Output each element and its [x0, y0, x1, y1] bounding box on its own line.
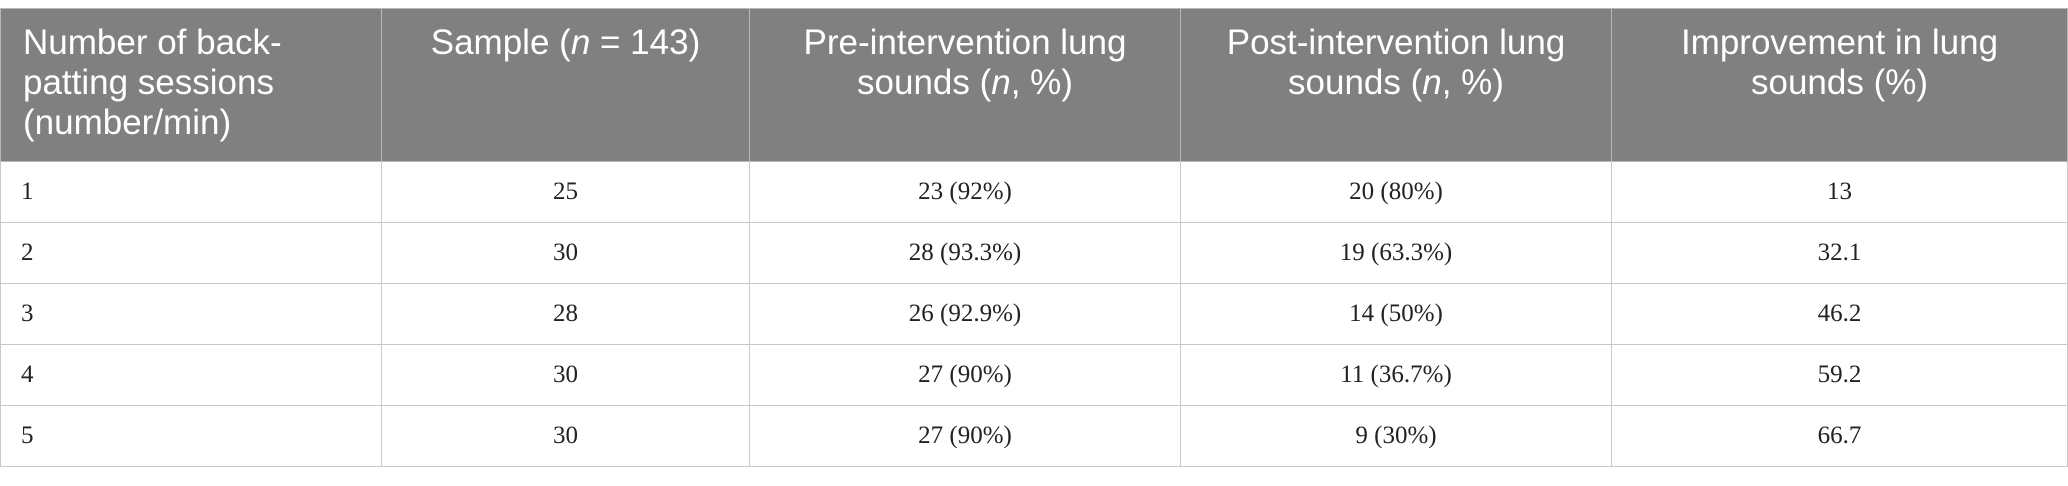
cell-sample: 28	[381, 283, 750, 345]
header-sample-count: = 143)	[590, 23, 701, 62]
table-body: 1 25 23 (92%) 20 (80%) 13 2 30 28 (93.3%…	[0, 161, 2068, 467]
table-header: Number of back-patting sessions (number/…	[0, 8, 2068, 162]
cell-sessions: 3	[0, 283, 382, 345]
header-post-text: Post-intervention lung sounds (	[1226, 23, 1566, 102]
header-post-unit: , %)	[1441, 63, 1504, 102]
cell-post: 11 (36.7%)	[1180, 344, 1612, 406]
cell-sample: 30	[381, 222, 750, 284]
table-row: 5 30 27 (90%) 9 (30%) 66.7	[0, 405, 2068, 467]
cell-sessions: 1	[0, 161, 382, 223]
cell-improvement: 46.2	[1611, 283, 2068, 345]
table-row: 2 30 28 (93.3%) 19 (63.3%) 32.1	[0, 222, 2068, 284]
table-row: 3 28 26 (92.9%) 14 (50%) 46.2	[0, 283, 2068, 345]
cell-sessions: 5	[0, 405, 382, 467]
cell-pre: 28 (93.3%)	[749, 222, 1181, 284]
header-pre-n: n	[991, 63, 1011, 102]
header-post-intervention: Post-intervention lung sounds (n, %)	[1180, 8, 1612, 162]
cell-pre: 23 (92%)	[749, 161, 1181, 223]
cell-post: 14 (50%)	[1180, 283, 1612, 345]
table-row: 1 25 23 (92%) 20 (80%) 13	[0, 161, 2068, 223]
cell-post: 19 (63.3%)	[1180, 222, 1612, 284]
data-table-container: Number of back-patting sessions (number/…	[0, 8, 2068, 467]
header-sample: Sample (n = 143)	[381, 8, 750, 162]
table-row: 4 30 27 (90%) 11 (36.7%) 59.2	[0, 344, 2068, 406]
cell-sample: 30	[381, 405, 750, 467]
cell-improvement: 59.2	[1611, 344, 2068, 406]
header-post-n: n	[1422, 63, 1442, 102]
cell-improvement: 13	[1611, 161, 2068, 223]
header-sessions-label: Number of back-patting sessions (number/…	[23, 23, 282, 142]
cell-sessions: 4	[0, 344, 382, 406]
cell-improvement: 66.7	[1611, 405, 2068, 467]
header-improvement: Improvement in lung sounds (%)	[1611, 8, 2068, 162]
cell-pre: 27 (90%)	[749, 344, 1181, 406]
header-pre-text: Pre-intervention lung sounds (	[803, 23, 1127, 102]
cell-post: 9 (30%)	[1180, 405, 1612, 467]
cell-post: 20 (80%)	[1180, 161, 1612, 223]
cell-sessions: 2	[0, 222, 382, 284]
lung-sounds-table: Number of back-patting sessions (number/…	[0, 8, 2068, 467]
header-sample-n: n	[570, 23, 591, 62]
cell-pre: 27 (90%)	[749, 405, 1181, 467]
cell-pre: 26 (92.9%)	[749, 283, 1181, 345]
cell-sample: 30	[381, 344, 750, 406]
header-improvement-label: Improvement in lung sounds (%)	[1680, 23, 1999, 102]
header-row: Number of back-patting sessions (number/…	[0, 8, 2068, 162]
cell-sample: 25	[381, 161, 750, 223]
cell-improvement: 32.1	[1611, 222, 2068, 284]
header-sessions: Number of back-patting sessions (number/…	[0, 8, 382, 162]
header-pre-intervention: Pre-intervention lung sounds (n, %)	[749, 8, 1181, 162]
header-sample-text: Sample (	[430, 23, 571, 62]
header-pre-unit: , %)	[1010, 63, 1073, 102]
